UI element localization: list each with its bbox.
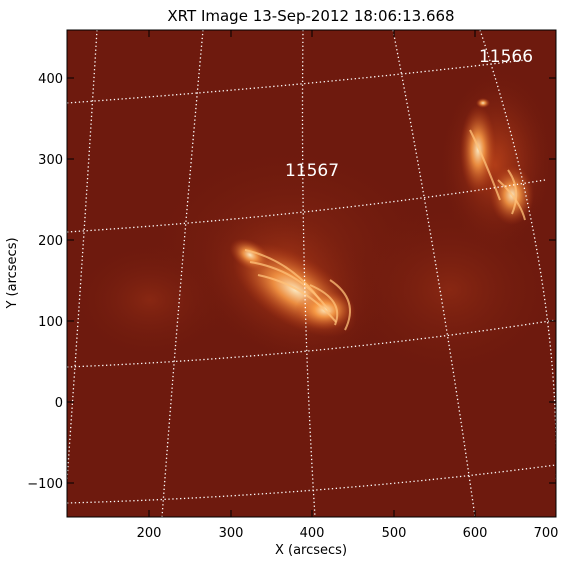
y-tick-label: −100: [27, 477, 63, 492]
x-tick-label: 700: [534, 526, 559, 541]
diffuse-emission: [70, 240, 230, 360]
x-tick-label: 600: [463, 526, 488, 541]
y-axis-title: Y (arcsecs): [5, 237, 20, 309]
active-region-label-11567: 11567: [285, 161, 339, 181]
y-tick-label: 300: [38, 153, 63, 168]
active-region-11567-emission: [200, 207, 380, 363]
coordinate-grid: [67, 30, 556, 517]
y-tick-labels: 400 300 200 100 0 −100: [27, 72, 63, 492]
active-region-11566-emission: [440, 80, 550, 250]
figure-title: XRT Image 13-Sep-2012 18:06:13.668: [167, 7, 454, 25]
y-tick-label: 400: [38, 72, 63, 87]
x-tick-label: 500: [382, 526, 407, 541]
y-tick-label: 200: [38, 234, 63, 249]
y-axis: [67, 77, 556, 484]
y-tick-label: 0: [55, 396, 63, 411]
x-tick-labels: 200 300 400 500 600 700: [137, 526, 559, 541]
solar-image: [67, 30, 556, 517]
x-axis: [148, 30, 557, 517]
x-tick-label: 200: [137, 526, 162, 541]
x-tick-label: 300: [219, 526, 244, 541]
y-tick-label: 100: [38, 315, 63, 330]
x-axis-title: X (arcsecs): [275, 543, 347, 558]
active-region-label-11566: 11566: [479, 47, 533, 67]
x-tick-label: 400: [300, 526, 325, 541]
